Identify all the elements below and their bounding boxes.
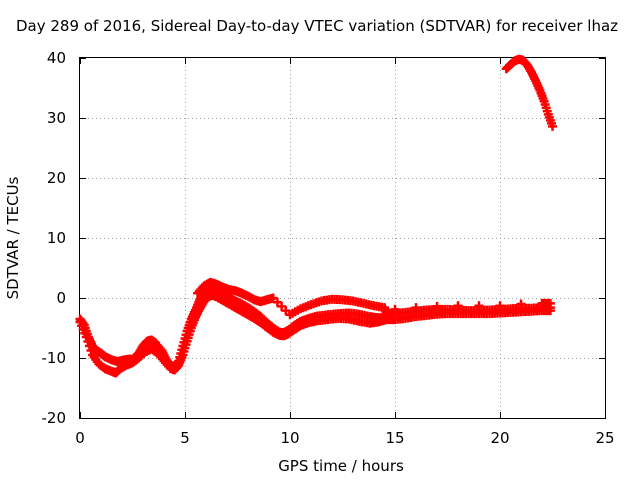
y-tick-label: 10 [47, 229, 66, 247]
y-tick-label: 0 [56, 289, 66, 307]
y-tick-label: 40 [47, 49, 66, 67]
data-point [545, 298, 555, 308]
data-point [81, 332, 91, 342]
series-3 [193, 277, 555, 325]
x-tick-label: 0 [75, 429, 85, 447]
data-point [390, 304, 400, 314]
data-point [453, 301, 463, 311]
x-tick-label: 20 [490, 429, 509, 447]
grid [80, 58, 605, 418]
data-point [411, 303, 421, 313]
data-point [84, 341, 94, 351]
series-1 [75, 283, 392, 372]
y-tick-label: -10 [42, 349, 67, 367]
plot-frame [79, 57, 606, 419]
x-tick-label: 25 [595, 429, 614, 447]
series-2 [75, 290, 392, 378]
x-tick-label: 10 [280, 429, 299, 447]
data-point [548, 121, 557, 131]
data-point [474, 301, 484, 311]
data-layer [75, 54, 557, 378]
data-point [83, 337, 93, 346]
axis-ticks: 0 5 10 15 20 25 -20 -10 0 10 20 30 40 [42, 49, 615, 447]
x-tick-label: 15 [385, 429, 404, 447]
y-axis-title: SDTVAR / TECUs [4, 176, 22, 299]
y-tick-label: 20 [47, 169, 66, 187]
data-point [432, 301, 442, 311]
data-point [495, 301, 505, 311]
data-point [86, 346, 96, 355]
data-point [516, 299, 526, 309]
x-tick-label: 5 [180, 429, 190, 447]
chart-title: Day 289 of 2016, Sidereal Day-to-day VTE… [16, 17, 618, 35]
x-axis-title: GPS time / hours [278, 457, 404, 475]
y-tick-label: -20 [42, 409, 67, 427]
series-4 [501, 54, 557, 131]
y-tick-label: 30 [47, 109, 66, 127]
